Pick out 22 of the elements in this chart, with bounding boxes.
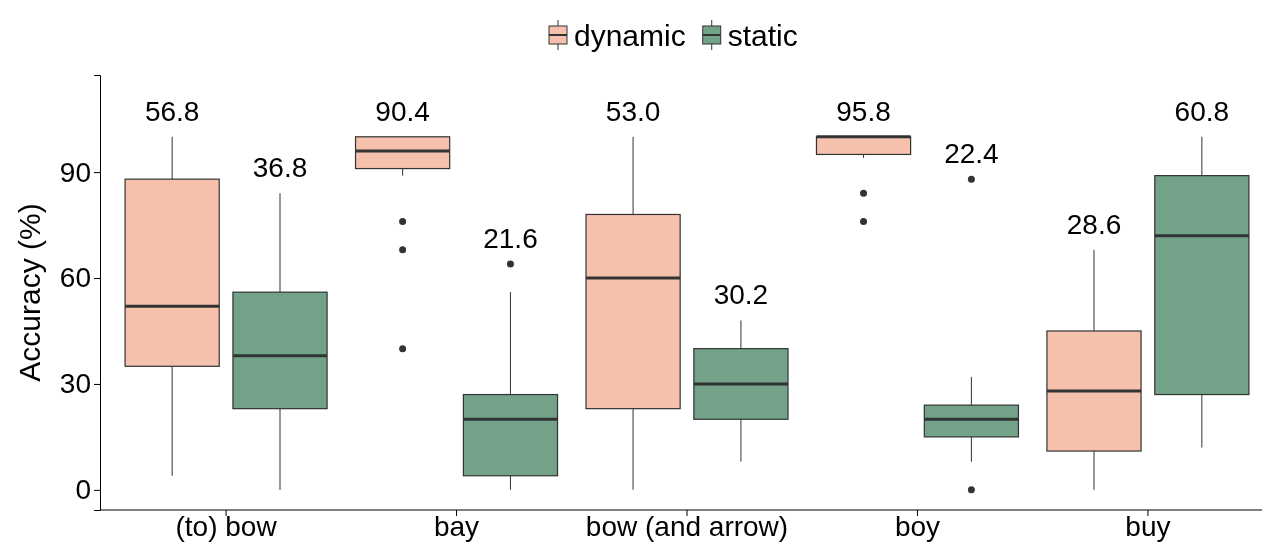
annotation: 95.8	[836, 95, 891, 127]
annotation: 22.4	[944, 138, 999, 170]
x-tick-label: (to) bow	[175, 510, 278, 542]
annotation: 30.2	[713, 279, 769, 311]
annotation: 36.8	[252, 152, 308, 184]
x-tick-label: boy	[894, 510, 941, 542]
y-tick-label: 60	[59, 262, 91, 294]
y-axis-title: Accuracy (%)	[13, 203, 46, 382]
y-tick-label: 30	[59, 368, 91, 400]
x-tick-label: buy	[1125, 510, 1171, 542]
x-tick-label: bay	[433, 510, 480, 542]
y-tick-label: 90	[59, 156, 91, 188]
annotation: 56.8	[144, 95, 200, 127]
x-tick-label: bow (and arrow)	[585, 510, 789, 542]
legend-label: static	[727, 18, 798, 52]
annotation: 28.6	[1066, 208, 1122, 240]
annotation: 53.0	[605, 95, 661, 127]
annotation: 60.8	[1174, 95, 1230, 127]
y-tick-label: 0	[75, 474, 91, 506]
annotation: 90.4	[375, 95, 430, 127]
annotation: 21.6	[483, 222, 538, 254]
legend-label: dynamic	[574, 18, 686, 52]
